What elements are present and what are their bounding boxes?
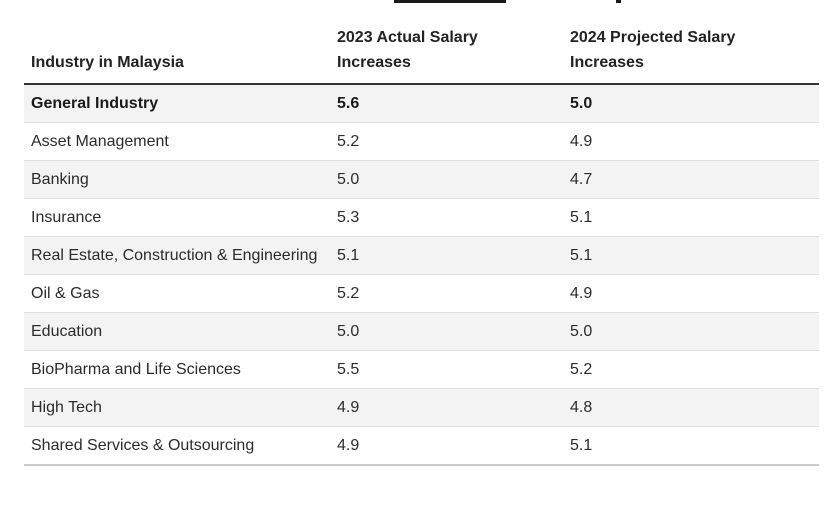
actual-2023-cell: 5.1 (330, 236, 563, 275)
actual-2023-cell: 5.0 (330, 312, 563, 351)
industry-cell: Insurance (24, 198, 330, 237)
cropped-heading-fragment (394, 0, 506, 3)
industry-cell: Asset Management (24, 122, 330, 161)
industry-cell: General Industry (24, 84, 330, 123)
table-row: BioPharma and Life Sciences 5.5 5.2 (24, 350, 819, 389)
table-row: Shared Services & Outsourcing 4.9 5.1 (24, 426, 819, 466)
projected-2024-cell: 4.9 (563, 122, 819, 161)
projected-2024-cell: 5.1 (563, 236, 819, 275)
table-row: Real Estate, Construction & Engineering … (24, 236, 819, 275)
salary-increase-table: Industry in Malaysia 2023 Actual Salary … (24, 22, 819, 466)
projected-2024-cell: 5.1 (563, 198, 819, 237)
actual-2023-cell: 5.3 (330, 198, 563, 237)
projected-2024-cell: 4.8 (563, 388, 819, 427)
actual-2023-cell: 5.5 (330, 350, 563, 389)
actual-2023-cell: 5.6 (330, 84, 563, 123)
table-row: Banking 5.0 4.7 (24, 160, 819, 199)
actual-2023-cell: 5.2 (330, 274, 563, 313)
projected-2024-cell: 5.2 (563, 350, 819, 389)
table-row: Asset Management 5.2 4.9 (24, 122, 819, 161)
cropped-heading-fragment (616, 0, 621, 3)
industry-cell: Education (24, 312, 330, 351)
table-row: General Industry 5.6 5.0 (24, 84, 819, 123)
header-2024-projected: 2024 Projected Salary Increases (563, 22, 819, 85)
actual-2023-cell: 4.9 (330, 388, 563, 427)
projected-2024-cell: 5.1 (563, 426, 819, 466)
actual-2023-cell: 5.0 (330, 160, 563, 199)
industry-cell: Real Estate, Construction & Engineering (24, 236, 330, 275)
table-row: High Tech 4.9 4.8 (24, 388, 819, 427)
actual-2023-cell: 4.9 (330, 426, 563, 466)
header-2023-actual: 2023 Actual Salary Increases (330, 22, 563, 85)
table-row: Oil & Gas 5.2 4.9 (24, 274, 819, 313)
industry-cell: Shared Services & Outsourcing (24, 426, 330, 466)
industry-cell: Banking (24, 160, 330, 199)
projected-2024-cell: 5.0 (563, 312, 819, 351)
industry-cell: BioPharma and Life Sciences (24, 350, 330, 389)
projected-2024-cell: 4.9 (563, 274, 819, 313)
projected-2024-cell: 5.0 (563, 84, 819, 123)
header-industry: Industry in Malaysia (24, 22, 330, 85)
projected-2024-cell: 4.7 (563, 160, 819, 199)
industry-cell: High Tech (24, 388, 330, 427)
table-row: Education 5.0 5.0 (24, 312, 819, 351)
actual-2023-cell: 5.2 (330, 122, 563, 161)
table-header-row: Industry in Malaysia 2023 Actual Salary … (24, 22, 819, 85)
table-row: Insurance 5.3 5.1 (24, 198, 819, 237)
industry-cell: Oil & Gas (24, 274, 330, 313)
